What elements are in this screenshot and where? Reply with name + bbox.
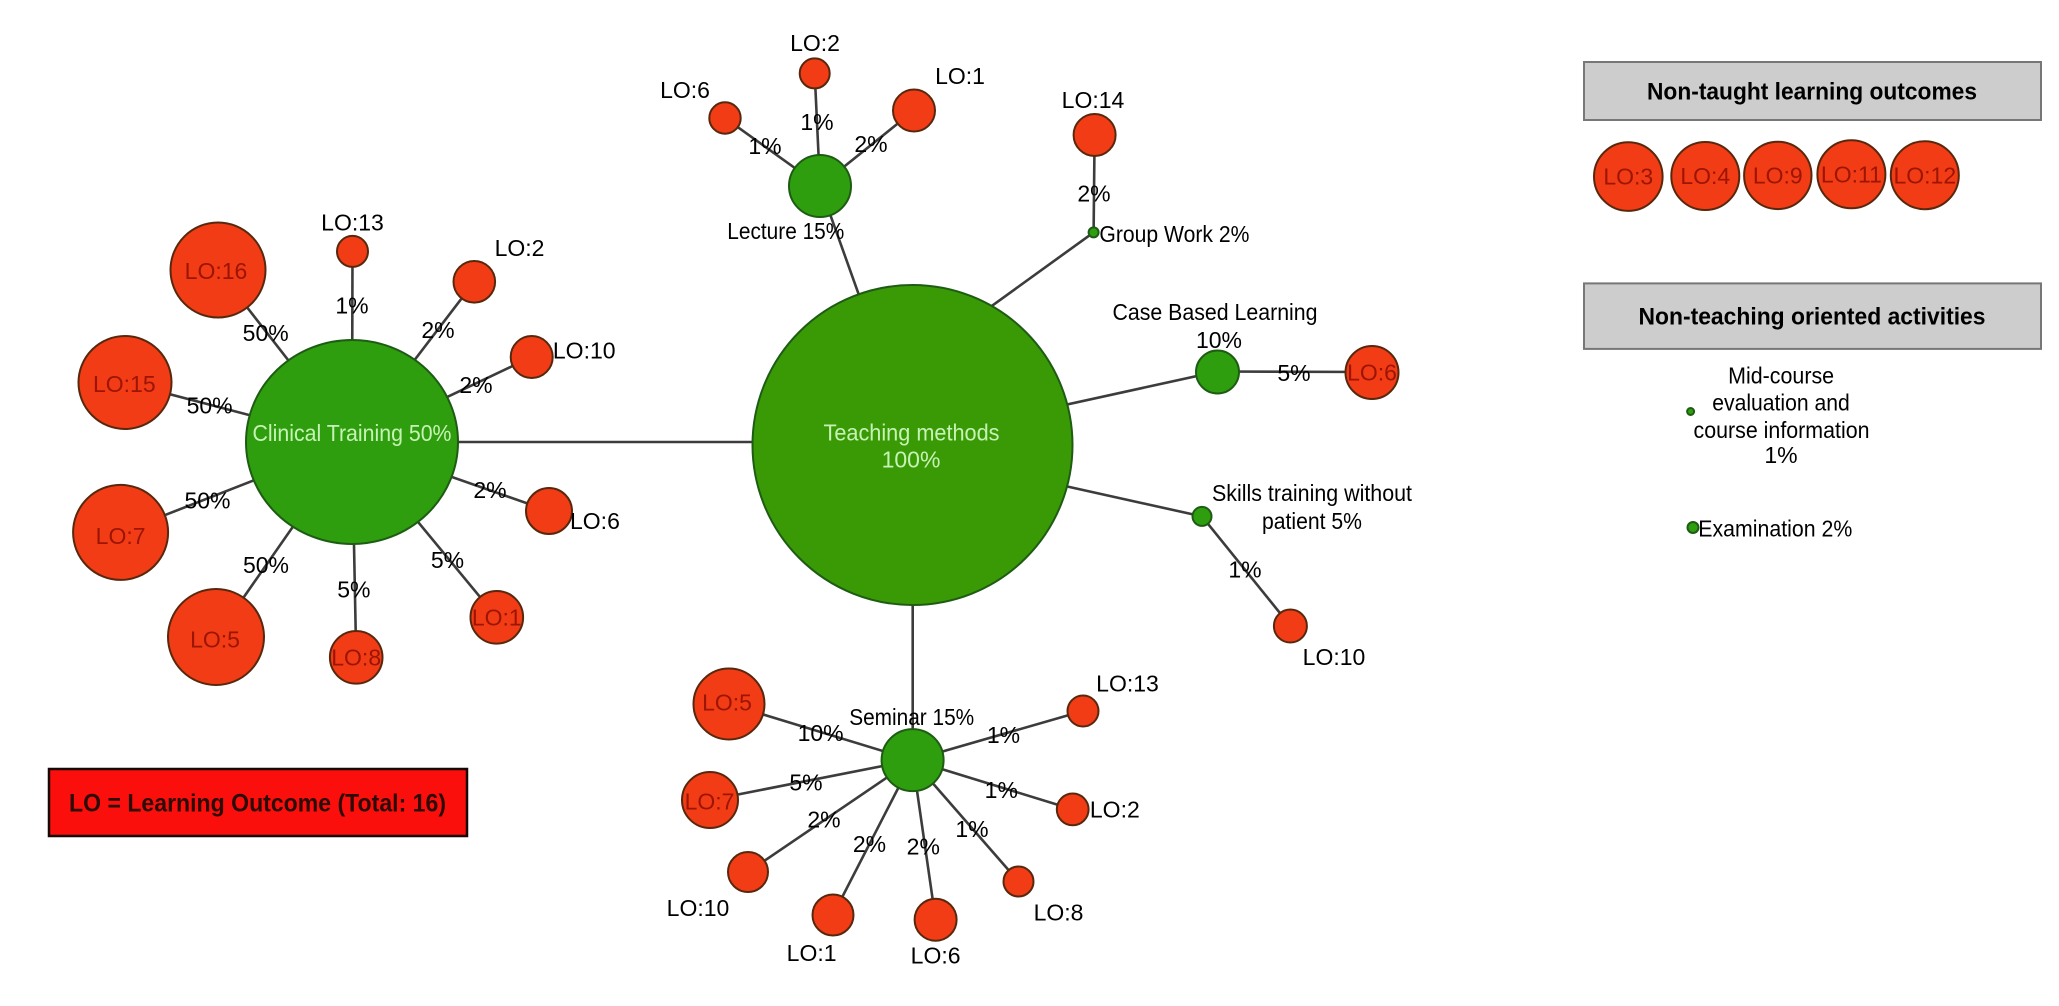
svg-text:1%: 1%	[1764, 442, 1797, 468]
svg-text:50%: 50%	[184, 488, 230, 514]
svg-text:LO:2: LO:2	[1090, 796, 1140, 822]
svg-text:5%: 5%	[431, 547, 464, 573]
svg-text:50%: 50%	[243, 320, 289, 346]
svg-text:2%: 2%	[421, 317, 454, 343]
svg-text:2%: 2%	[473, 477, 506, 503]
svg-text:2%: 2%	[854, 131, 887, 157]
svg-text:50%: 50%	[187, 393, 233, 419]
svg-text:Examination 2%: Examination 2%	[1698, 515, 1852, 541]
svg-text:LO:7: LO:7	[96, 523, 146, 549]
svg-text:50%: 50%	[243, 552, 289, 578]
svg-text:1%: 1%	[987, 722, 1020, 748]
svg-text:LO:7: LO:7	[685, 789, 735, 815]
svg-text:2%: 2%	[807, 807, 840, 833]
svg-text:LO:4: LO:4	[1680, 163, 1730, 189]
svg-text:2%: 2%	[907, 834, 940, 860]
svg-text:LO = Learning Outcome (Total:: LO = Learning Outcome (Total: 16)	[69, 789, 446, 817]
svg-text:10%: 10%	[1196, 327, 1242, 353]
svg-text:LO:8: LO:8	[331, 644, 381, 670]
svg-text:LO:10: LO:10	[553, 338, 616, 364]
svg-text:LO:8: LO:8	[1034, 900, 1084, 926]
svg-text:LO:5: LO:5	[702, 690, 752, 716]
svg-text:LO:16: LO:16	[185, 258, 248, 284]
svg-text:5%: 5%	[337, 577, 370, 603]
svg-text:Group Work 2%: Group Work 2%	[1099, 221, 1249, 247]
svg-text:Non-teaching oriented activiti: Non-teaching oriented activities	[1639, 304, 1986, 331]
svg-text:LO:3: LO:3	[1603, 164, 1653, 190]
svg-text:5%: 5%	[1277, 360, 1310, 386]
svg-text:2%: 2%	[1077, 181, 1110, 207]
svg-text:2%: 2%	[853, 831, 886, 857]
svg-text:LO:1: LO:1	[935, 63, 985, 89]
svg-text:LO:13: LO:13	[321, 210, 384, 236]
svg-text:1%: 1%	[955, 816, 988, 842]
svg-text:LO:10: LO:10	[1303, 644, 1366, 670]
svg-text:LO:1: LO:1	[787, 940, 837, 966]
svg-text:course information: course information	[1694, 417, 1870, 443]
svg-text:LO:13: LO:13	[1096, 670, 1159, 696]
svg-text:LO:1: LO:1	[472, 604, 522, 630]
svg-text:2%: 2%	[459, 372, 492, 398]
svg-text:evaluation and: evaluation and	[1712, 390, 1850, 416]
svg-text:LO:5: LO:5	[190, 627, 240, 653]
svg-text:LO:6: LO:6	[1347, 360, 1397, 386]
svg-text:LO:9: LO:9	[1753, 163, 1803, 189]
svg-text:5%: 5%	[789, 770, 822, 796]
svg-text:Non-taught learning outcomes: Non-taught learning outcomes	[1647, 79, 1977, 106]
svg-text:LO:6: LO:6	[660, 77, 710, 103]
svg-text:LO:15: LO:15	[93, 371, 156, 397]
svg-text:1%: 1%	[748, 133, 781, 159]
svg-text:1%: 1%	[335, 293, 368, 319]
svg-text:Clinical Training 50%: Clinical Training 50%	[253, 420, 452, 446]
svg-text:LO:10: LO:10	[667, 895, 730, 921]
svg-text:Skills training without: Skills training without	[1212, 480, 1413, 506]
svg-text:Lecture 15%: Lecture 15%	[727, 218, 844, 244]
svg-text:LO:6: LO:6	[570, 508, 620, 534]
svg-text:Teaching methods: Teaching methods	[824, 420, 1000, 446]
svg-text:100%: 100%	[882, 447, 941, 473]
svg-text:LO:2: LO:2	[790, 30, 840, 56]
svg-text:LO:6: LO:6	[911, 943, 961, 969]
svg-text:1%: 1%	[1228, 557, 1261, 583]
svg-text:LO:2: LO:2	[495, 235, 545, 261]
svg-text:Case Based Learning: Case Based Learning	[1113, 299, 1318, 325]
svg-text:1%: 1%	[985, 777, 1018, 803]
svg-text:Mid-course: Mid-course	[1728, 362, 1834, 388]
svg-text:LO:14: LO:14	[1062, 87, 1125, 113]
svg-text:10%: 10%	[798, 720, 844, 746]
svg-text:LO:12: LO:12	[1893, 162, 1956, 188]
svg-text:LO:11: LO:11	[1821, 161, 1882, 187]
svg-text:Seminar 15%: Seminar 15%	[849, 704, 974, 730]
svg-text:patient 5%: patient 5%	[1262, 508, 1362, 534]
svg-text:1%: 1%	[800, 109, 833, 135]
